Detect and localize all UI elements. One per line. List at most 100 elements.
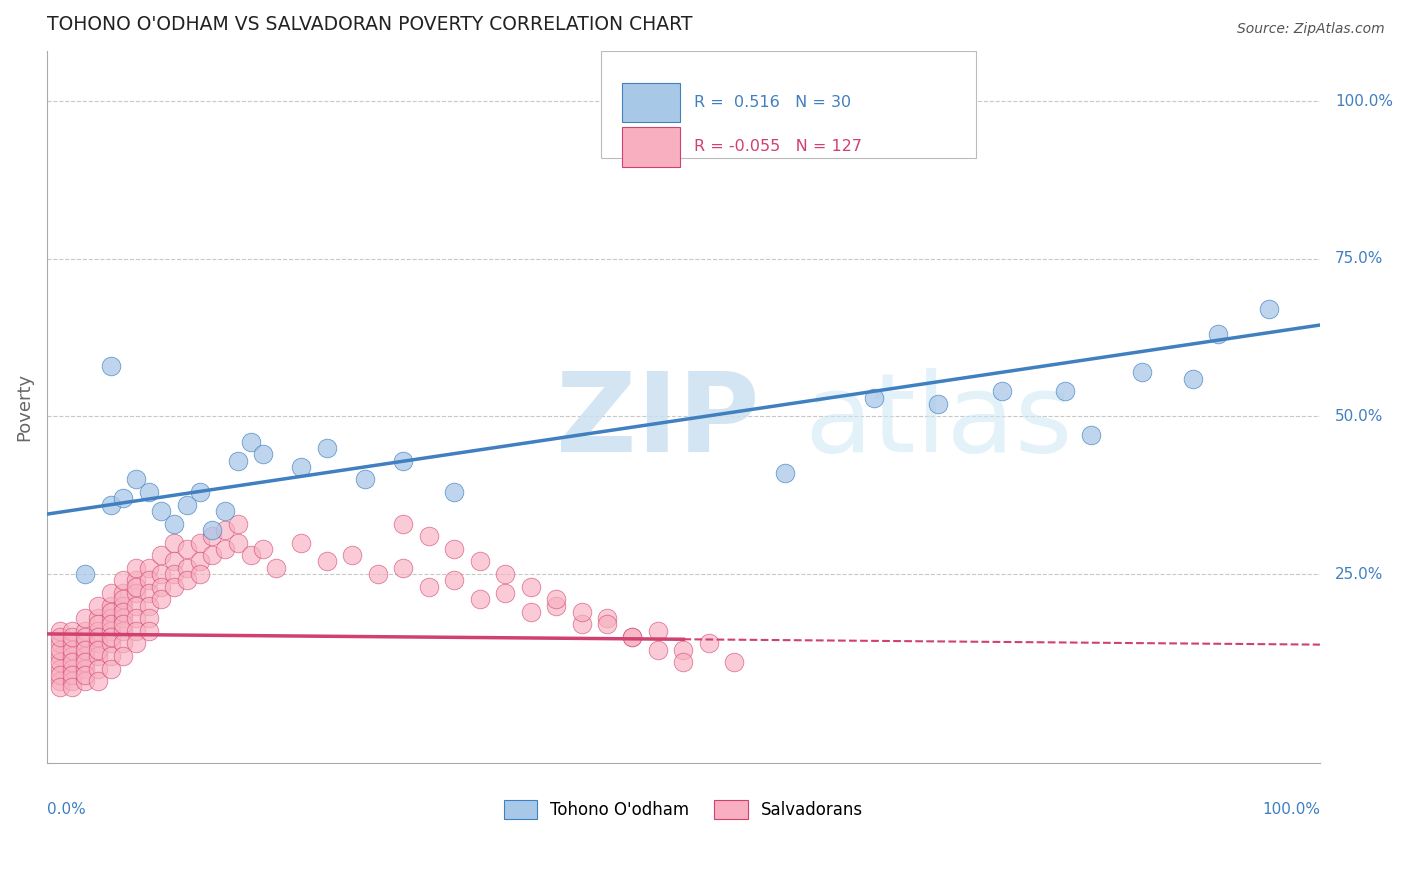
Point <box>367 567 389 582</box>
Point <box>60 636 83 650</box>
Point <box>214 523 236 537</box>
Point <box>60 642 83 657</box>
Point <box>672 642 695 657</box>
Point <box>176 574 198 588</box>
Point <box>519 580 541 594</box>
Point <box>112 599 135 613</box>
Point <box>290 459 312 474</box>
Point <box>672 655 695 669</box>
Point <box>214 541 236 556</box>
Point <box>100 498 122 512</box>
Point <box>60 624 83 638</box>
Point <box>201 523 224 537</box>
Point <box>125 586 148 600</box>
Point <box>100 662 122 676</box>
Point <box>87 648 110 663</box>
Point <box>48 655 70 669</box>
Point <box>1130 365 1153 379</box>
Point <box>226 535 249 549</box>
Point <box>112 592 135 607</box>
Point <box>392 516 415 531</box>
Point <box>494 586 516 600</box>
Point <box>494 567 516 582</box>
Point <box>188 554 211 568</box>
Point <box>201 548 224 562</box>
Point <box>48 636 70 650</box>
Point <box>188 567 211 582</box>
Text: 75.0%: 75.0% <box>1336 252 1384 267</box>
FancyBboxPatch shape <box>600 51 976 158</box>
Point <box>125 473 148 487</box>
Point <box>125 574 148 588</box>
Point <box>163 554 186 568</box>
Point <box>60 668 83 682</box>
Point <box>150 548 173 562</box>
Point <box>112 636 135 650</box>
Point <box>176 498 198 512</box>
Point <box>75 668 97 682</box>
Point <box>163 535 186 549</box>
Point <box>226 516 249 531</box>
Point <box>60 662 83 676</box>
Point <box>100 617 122 632</box>
Point <box>1181 371 1204 385</box>
Point <box>87 662 110 676</box>
Point <box>1206 327 1229 342</box>
Point <box>138 611 160 625</box>
Point <box>621 630 644 644</box>
Point <box>392 560 415 574</box>
Point <box>75 630 97 644</box>
Point <box>112 574 135 588</box>
Point <box>176 541 198 556</box>
Point <box>75 674 97 689</box>
Point <box>112 491 135 506</box>
Point <box>87 636 110 650</box>
Point <box>60 655 83 669</box>
Point <box>138 586 160 600</box>
Point <box>519 605 541 619</box>
FancyBboxPatch shape <box>623 83 679 122</box>
Point <box>87 617 110 632</box>
Point <box>188 535 211 549</box>
Point <box>290 535 312 549</box>
Point <box>60 648 83 663</box>
Point <box>252 541 274 556</box>
Point <box>354 473 377 487</box>
Point <box>468 592 491 607</box>
Point <box>252 447 274 461</box>
Point <box>316 554 339 568</box>
Point <box>316 441 339 455</box>
Point <box>138 485 160 500</box>
Y-axis label: Poverty: Poverty <box>15 373 32 441</box>
Text: R = -0.055   N = 127: R = -0.055 N = 127 <box>693 139 862 154</box>
Point <box>1054 384 1077 399</box>
Point <box>75 636 97 650</box>
Point <box>112 617 135 632</box>
Point <box>87 611 110 625</box>
Point <box>723 655 745 669</box>
Point <box>48 624 70 638</box>
Point <box>1080 428 1102 442</box>
Point <box>150 504 173 518</box>
Point <box>75 567 97 582</box>
Point <box>163 567 186 582</box>
Point <box>112 586 135 600</box>
Point <box>1258 302 1281 317</box>
Point <box>125 580 148 594</box>
Point <box>125 599 148 613</box>
Point <box>150 580 173 594</box>
Point <box>418 580 440 594</box>
Point <box>75 624 97 638</box>
Point <box>773 466 796 480</box>
Point <box>60 630 83 644</box>
FancyBboxPatch shape <box>623 128 679 167</box>
Point <box>60 674 83 689</box>
Point <box>112 605 135 619</box>
Point <box>443 485 465 500</box>
Point <box>125 611 148 625</box>
Point <box>443 541 465 556</box>
Point <box>927 397 949 411</box>
Point <box>163 580 186 594</box>
Point <box>125 636 148 650</box>
Point <box>75 655 97 669</box>
